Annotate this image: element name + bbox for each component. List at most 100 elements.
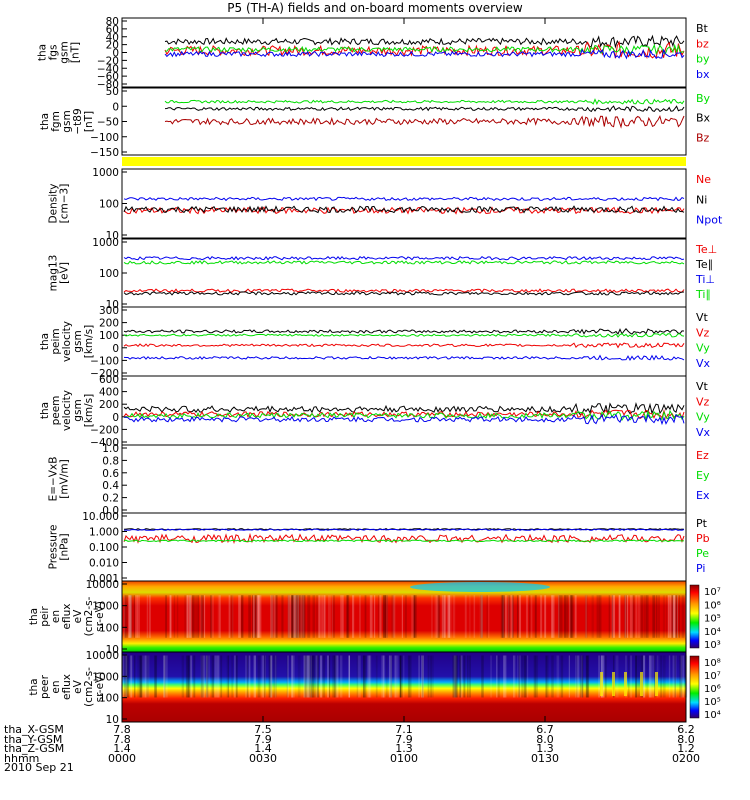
spectrogram-stripe bbox=[220, 655, 223, 698]
spectrogram-stripe bbox=[628, 655, 630, 698]
y-tick-label: 1000 bbox=[92, 671, 119, 683]
spectrogram-stripe bbox=[680, 655, 683, 698]
spectrogram-stripe bbox=[137, 655, 140, 698]
colorbar-label: 10⁴ bbox=[704, 627, 721, 638]
y-tick-label: 0 bbox=[112, 101, 119, 113]
spectrogram-stripe bbox=[449, 595, 451, 638]
spectrogram-stripe bbox=[189, 595, 192, 638]
y-axis-label: eflux bbox=[61, 604, 73, 630]
spectrogram-stripe bbox=[340, 595, 342, 638]
spectrogram-stripe bbox=[307, 655, 310, 698]
legend-3: Vx bbox=[696, 426, 711, 439]
x-axis-table: tha_X-GSM 7.8 7.5 7.1 6.7 6.2 tha_Y-GSM 7.8 7.9 7… bbox=[4, 724, 750, 800]
spectrogram-stripe bbox=[335, 655, 338, 698]
spectrogram-stripe bbox=[525, 595, 529, 638]
spectrogram-stripe bbox=[504, 595, 507, 638]
spectrogram-stripe bbox=[524, 655, 528, 698]
y-tick-label: 1000 bbox=[92, 167, 119, 179]
spectrogram-stripe bbox=[129, 595, 133, 638]
legend-1: bz bbox=[696, 37, 709, 50]
y-tick-label: 0.0 bbox=[102, 505, 119, 517]
spectrogram-stripe bbox=[512, 595, 514, 638]
spectrogram-stripe bbox=[574, 595, 577, 638]
colorbar-label: 10⁵ bbox=[704, 614, 721, 625]
date-label: 2010 Sep 21 bbox=[4, 761, 74, 774]
spectrogram-stripe bbox=[448, 595, 451, 638]
spectrogram-stripe bbox=[362, 655, 365, 698]
y-axis-label: −t89 bbox=[72, 108, 84, 134]
spectrogram-stripe bbox=[264, 655, 266, 698]
spectrogram-stripe bbox=[455, 655, 459, 698]
spectrogram-stripe bbox=[149, 595, 151, 638]
spectrogram-stripe bbox=[378, 595, 380, 638]
series-Npot bbox=[123, 196, 685, 202]
panel-2: 50 0 −50 −100 −150 tha fgm gsm −t89 [nT] By Bx Bz bbox=[39, 86, 711, 159]
spectrogram-stripe bbox=[454, 655, 457, 698]
y-axis-label: eV bbox=[72, 609, 84, 623]
spectrogram-stripe bbox=[304, 655, 307, 698]
spectrogram-stripe bbox=[399, 655, 401, 698]
x-axis-value: 8.0 bbox=[536, 732, 554, 746]
spectrogram-stripe bbox=[518, 655, 520, 698]
panel-11: 10⁸ 10⁷ 10⁶ 10⁵ 10⁴ 10000 1000 100 10 tha peer en ef… bbox=[28, 650, 721, 726]
panel-frame bbox=[121, 306, 687, 377]
y-tick-label: 10.000 bbox=[82, 511, 119, 523]
spectrogram-stripe bbox=[635, 595, 638, 638]
spectrogram-stripe bbox=[545, 655, 548, 698]
y-tick-label: 600 bbox=[99, 374, 119, 386]
spectrogram-stripe bbox=[369, 595, 373, 638]
y-tick-label: −400 bbox=[90, 437, 119, 449]
spectrogram-stripe bbox=[576, 655, 578, 698]
spectrogram-stripe bbox=[452, 655, 456, 698]
legend-0: Ne bbox=[696, 173, 711, 186]
spectrogram-stripe bbox=[128, 595, 131, 638]
spectrogram-stripe bbox=[319, 655, 322, 698]
x-axis-value: 0130 bbox=[531, 751, 559, 765]
y-tick-label: 10000 bbox=[86, 650, 119, 662]
spectrogram-stripe bbox=[490, 655, 493, 698]
y-tick-label: 60 bbox=[106, 24, 119, 36]
spectrogram-stripe bbox=[672, 595, 675, 638]
spectrogram-stripe bbox=[302, 595, 305, 638]
y-axis-label: peim bbox=[50, 328, 62, 354]
spectrogram-stripe bbox=[575, 655, 577, 698]
legend-1: Ni bbox=[696, 193, 707, 206]
spectrogram-stripe bbox=[415, 595, 417, 638]
colorbar-label: 10⁴ bbox=[704, 710, 721, 721]
spectrogram-stripe bbox=[626, 595, 628, 638]
spectrogram-stripe bbox=[630, 655, 633, 698]
spectrogram-stripe bbox=[488, 595, 490, 638]
y-tick-label: 0 bbox=[112, 343, 119, 355]
spectrogram-stripe bbox=[611, 595, 615, 638]
spectrogram-stripe bbox=[660, 655, 662, 698]
y-tick-label: 0.4 bbox=[102, 480, 119, 492]
legend-2: Ti⊥ bbox=[695, 273, 715, 286]
spectrogram-stripe bbox=[294, 595, 297, 638]
spectrogram-stripe bbox=[125, 655, 129, 698]
y-tick-label: 0.001 bbox=[89, 573, 119, 585]
series-Vy bbox=[123, 409, 685, 422]
spectrogram-stripe bbox=[252, 595, 256, 638]
y-axis-label: [km/s] bbox=[83, 325, 95, 359]
spectrogram-stripe bbox=[214, 655, 217, 698]
y-axis-label: Pressure bbox=[48, 525, 60, 570]
spectrogram-stripe bbox=[313, 655, 315, 698]
y-axis-label: peer bbox=[39, 674, 51, 699]
spectrogram-stripe bbox=[230, 595, 234, 638]
series-Vt bbox=[123, 328, 685, 335]
spectrogram-stripe bbox=[357, 655, 361, 698]
panel-8: 1.00.80.60.40.20.0 E=−VxB [mV/m] Ez Ey Ex bbox=[48, 443, 710, 517]
y-axis-label: [cm−3] bbox=[59, 184, 71, 224]
spectrogram-stripe bbox=[464, 595, 467, 638]
spectrogram-stripe bbox=[323, 595, 326, 638]
spectrogram-stripe bbox=[263, 655, 266, 698]
spectrogram-stripe bbox=[585, 655, 588, 698]
spectrogram-stripe bbox=[202, 655, 206, 698]
legend-2: Vy bbox=[696, 342, 710, 355]
legend-2: Npot bbox=[696, 214, 723, 227]
spectrogram-stripe bbox=[679, 655, 683, 698]
panel-frame bbox=[121, 512, 687, 582]
spectrogram-stripe bbox=[274, 655, 277, 698]
y-axis-label: eV bbox=[72, 679, 84, 693]
